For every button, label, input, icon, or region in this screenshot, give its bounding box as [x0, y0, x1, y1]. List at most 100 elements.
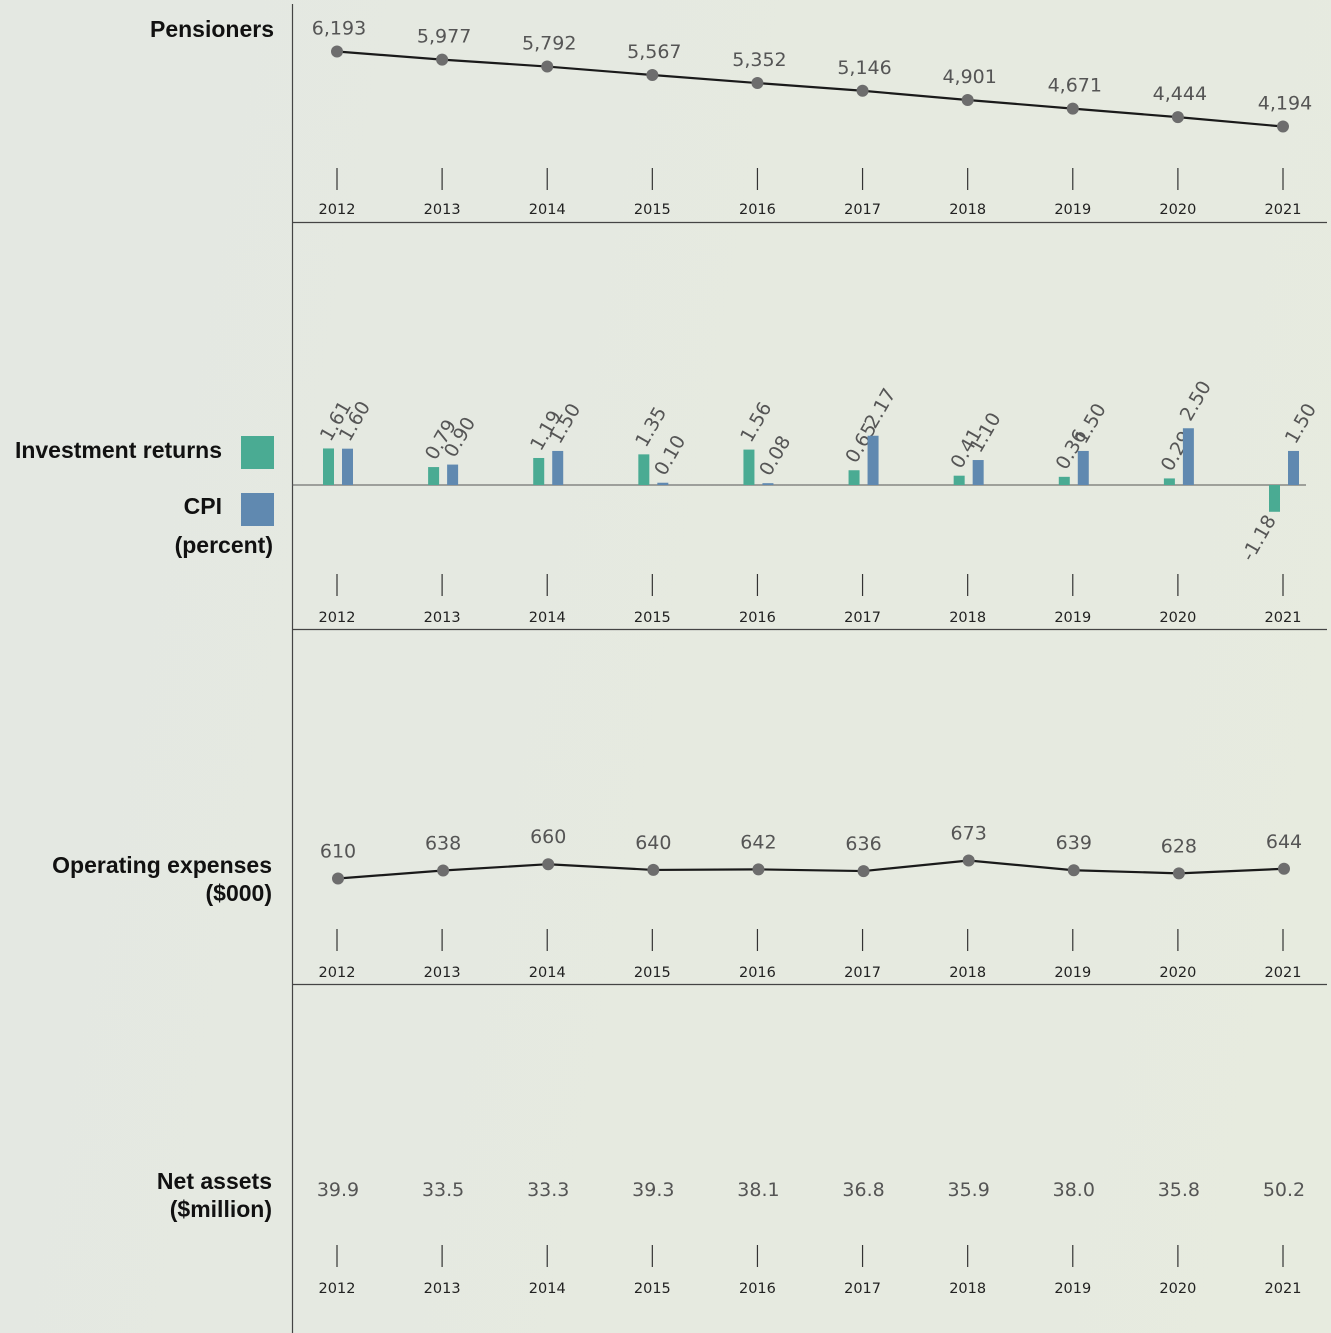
- net-assets-value-2021: 50.2: [1263, 1179, 1305, 1201]
- net-assets-value-2020: 35.8: [1158, 1179, 1200, 1201]
- pensioners-year-label-2017: 2017: [844, 202, 881, 218]
- operating-expenses-year-label-2017: 2017: [844, 965, 881, 981]
- bar-chart-year-label-2020: 2020: [1159, 610, 1196, 626]
- operating-expenses-value-label-2016: 642: [740, 831, 776, 853]
- operating-expenses-year-label-2021: 2021: [1265, 965, 1302, 981]
- bar-chart-year-label-2014: 2014: [529, 610, 566, 626]
- operating-expenses-value-label-2020: 628: [1161, 835, 1197, 857]
- pensioners-value-label-2021: 4,194: [1258, 93, 1312, 115]
- pensioners-point-2016: [751, 77, 764, 90]
- pensioners-value-label-2020: 4,444: [1153, 83, 1207, 105]
- net-assets-year-label-2021: 2021: [1265, 1281, 1302, 1297]
- net-assets-value-2019: 38.0: [1053, 1179, 1095, 1201]
- operating-expenses-label: Operating expenses: [52, 852, 272, 878]
- operating-expenses-year-label-2014: 2014: [529, 965, 566, 981]
- net-assets-unit-label: ($million): [169, 1196, 272, 1222]
- bar-chart-year-label-2018: 2018: [949, 610, 986, 626]
- operating-expenses-year-label-2016: 2016: [739, 965, 776, 981]
- pensioners-point-2013: [436, 53, 449, 66]
- pensioners-point-2020: [1171, 111, 1184, 124]
- operating-expenses-value-label-2021: 644: [1266, 831, 1302, 853]
- pensioners-value-label-2019: 4,671: [1048, 75, 1102, 97]
- operating-expenses-point-2015: [647, 863, 660, 876]
- investment-returns-bar-2016: [743, 449, 755, 485]
- operating-expenses-year-label-2018: 2018: [949, 965, 986, 981]
- net-assets-value-2014: 33.3: [527, 1179, 569, 1201]
- cpi-bar-2016: [762, 483, 774, 485]
- cpi-bar-2013: [447, 464, 459, 485]
- cpi-value-label-2019: 1.50: [1071, 400, 1111, 448]
- investment-returns-value-label-2021: -1.18: [1237, 511, 1281, 565]
- pensioners-year-label-2018: 2018: [949, 202, 986, 218]
- pensioners-value-label-2013: 5,977: [417, 26, 471, 48]
- net-assets-year-label-2014: 2014: [529, 1281, 566, 1297]
- operating-expenses-point-2020: [1172, 867, 1185, 880]
- pensioners-point-2019: [1066, 102, 1079, 115]
- investment-returns-bar-2013: [428, 467, 440, 485]
- net-assets-value-2018: 35.9: [948, 1179, 990, 1201]
- bar-chart-year-label-2019: 2019: [1054, 610, 1091, 626]
- operating-expenses-point-2021: [1278, 862, 1290, 875]
- operating-expenses-unit-label: ($000): [205, 880, 272, 906]
- pensioners-value-label-2018: 4,901: [942, 66, 996, 88]
- pensioners-year-label-2012: 2012: [319, 202, 356, 218]
- bar-chart-year-label-2017: 2017: [844, 610, 881, 626]
- operating-expenses-point-2012: [332, 872, 344, 885]
- investment-returns-swatch: [241, 436, 274, 469]
- operating-expenses-year-label-2013: 2013: [424, 965, 461, 981]
- percent-label: (percent): [174, 532, 273, 558]
- investment-returns-bar-2012: [323, 448, 334, 485]
- operating-expenses-point-2019: [1067, 864, 1080, 877]
- pensioners-value-label-2017: 5,146: [837, 57, 891, 79]
- operating-expenses-point-2013: [437, 864, 450, 877]
- pensioners-value-label-2014: 5,792: [522, 33, 576, 55]
- operating-expenses-value-label-2012: 610: [320, 841, 356, 863]
- operating-expenses-point-2016: [752, 863, 765, 876]
- net-assets-value-2013: 33.5: [422, 1179, 464, 1201]
- operating-expenses-point-2014: [542, 858, 555, 871]
- operating-expenses-value-label-2015: 640: [635, 832, 671, 854]
- bar-chart-year-label-2021: 2021: [1265, 610, 1302, 626]
- operating-expenses-value-label-2014: 660: [530, 826, 566, 848]
- net-assets-label: Net assets: [156, 1168, 272, 1194]
- cpi-value-label-2021: 1.50: [1281, 400, 1321, 448]
- net-assets-year-label-2020: 2020: [1159, 1281, 1196, 1297]
- bar-chart-year-label-2016: 2016: [739, 610, 776, 626]
- pensioners-value-label-2015: 5,567: [627, 41, 681, 63]
- bar-chart-year-label-2013: 2013: [424, 610, 461, 626]
- cpi-value-label-2020: 2.50: [1176, 377, 1216, 425]
- cpi-bar-2015: [657, 482, 669, 485]
- pensioners-point-2021: [1277, 120, 1289, 133]
- operating-expenses-year-label-2019: 2019: [1054, 965, 1091, 981]
- net-assets-year-label-2017: 2017: [844, 1281, 881, 1297]
- cpi-bar-2021: [1288, 450, 1299, 485]
- pensioners-point-2018: [961, 93, 974, 106]
- investment-returns-bar-2015: [638, 454, 650, 485]
- pensioners-point-2017: [856, 84, 869, 97]
- net-assets-value-2016: 38.1: [737, 1179, 779, 1201]
- investment-returns-value-label-2016: 1.56: [736, 398, 776, 446]
- net-assets-year-label-2012: 2012: [319, 1281, 356, 1297]
- investment-returns-bar-2018: [953, 475, 965, 485]
- cpi-swatch: [241, 493, 274, 526]
- investment-returns-bar-2020: [1163, 478, 1175, 485]
- operating-expenses-value-label-2019: 639: [1056, 832, 1092, 854]
- pensioners-year-label-2021: 2021: [1265, 202, 1302, 218]
- operating-expenses-year-label-2020: 2020: [1159, 965, 1196, 981]
- cpi-label: CPI: [183, 493, 222, 519]
- bar-chart-year-label-2012: 2012: [319, 610, 356, 626]
- pensioners-point-2014: [541, 60, 554, 73]
- cpi-bar-2020: [1182, 428, 1194, 485]
- net-assets-year-label-2019: 2019: [1054, 1281, 1091, 1297]
- operating-expenses-value-label-2017: 636: [845, 833, 881, 855]
- cpi-value-label-2017: 2.17: [860, 385, 900, 433]
- cpi-bar-2017: [867, 435, 879, 485]
- pensioners-year-label-2014: 2014: [529, 202, 566, 218]
- investment-returns-bar-2019: [1058, 476, 1070, 485]
- pensioners-point-2015: [646, 68, 659, 81]
- net-assets-year-label-2016: 2016: [739, 1281, 776, 1297]
- cpi-bar-2019: [1077, 450, 1089, 485]
- pensioners-year-label-2019: 2019: [1054, 202, 1091, 218]
- operating-expenses-point-2017: [857, 865, 870, 878]
